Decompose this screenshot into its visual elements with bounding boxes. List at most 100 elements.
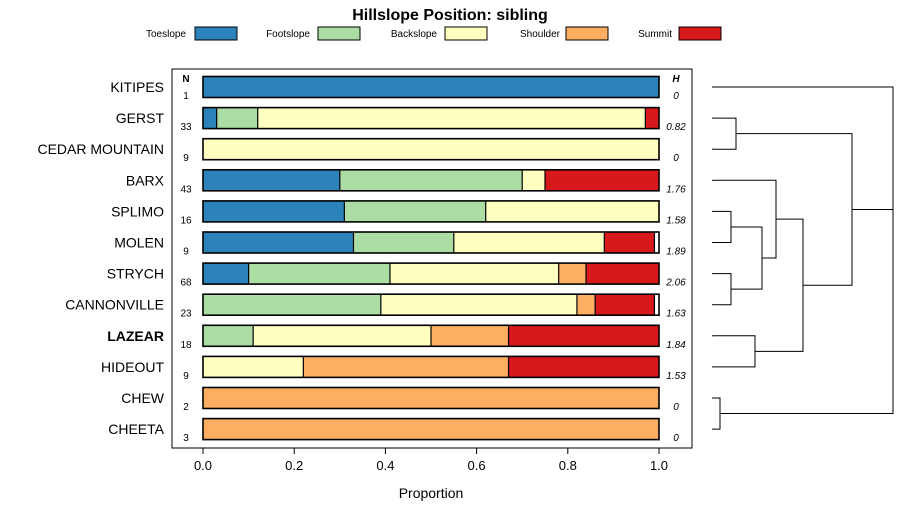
row-label-splimo: SPLIMO bbox=[111, 203, 164, 219]
bar-segment-kitipes-toeslope bbox=[203, 76, 659, 98]
bar-segment-barx-summit bbox=[545, 169, 659, 191]
bar-outline-strych bbox=[202, 262, 660, 285]
dendrogram-link-splimo-molen bbox=[716, 210, 732, 243]
bar-outline-splimo bbox=[202, 200, 660, 223]
dendrogram-link-top-upper bbox=[736, 133, 853, 286]
n-value-molen: 9 bbox=[183, 247, 189, 258]
row-splimo: SPLIMO 16 1.58 bbox=[111, 200, 686, 226]
row-cedar-mountain: CEDAR MOUNTAIN 9 0 bbox=[37, 137, 679, 164]
legend-label-footslope: Footslope bbox=[266, 29, 310, 40]
n-value-chew: 2 bbox=[183, 402, 189, 413]
x-tick-label-2: 0.4 bbox=[376, 458, 394, 473]
row-label-kitipes: KITIPES bbox=[110, 79, 164, 95]
bar-outline-barx bbox=[202, 169, 660, 192]
n-value-lazear: 18 bbox=[180, 340, 192, 351]
h-value-gerst: 0.82 bbox=[666, 122, 686, 133]
x-axis: 0.0 0.2 0.4 0.6 0.8 1.0 bbox=[194, 448, 668, 473]
bar-segment-strych-summit bbox=[586, 263, 659, 285]
chart-title: Hillslope Position: sibling bbox=[352, 7, 548, 24]
row-label-barx: BARX bbox=[126, 172, 165, 188]
bar-segment-molen-footslope bbox=[353, 232, 454, 253]
bar-segment-molen-backslope bbox=[453, 232, 605, 253]
n-value-cedar-mountain: 9 bbox=[183, 153, 189, 164]
bar-segment-molen-toeslope bbox=[203, 232, 354, 253]
legend-swatch-summit bbox=[678, 26, 722, 41]
row-label-molen: MOLEN bbox=[114, 235, 164, 251]
row-kitipes: KITIPES 1 0 bbox=[110, 75, 679, 102]
x-tick-label-5: 1.0 bbox=[650, 458, 668, 473]
x-tick-label-0: 0.0 bbox=[194, 458, 212, 473]
plot-panel-frame bbox=[171, 68, 693, 449]
n-value-hideout: 9 bbox=[183, 371, 189, 382]
row-label-chew: CHEW bbox=[121, 390, 165, 406]
dendrogram bbox=[712, 86, 894, 430]
bar-segment-cannonville-shoulder bbox=[576, 294, 596, 316]
row-hideout: HIDEOUT 9 1.53 bbox=[101, 355, 686, 382]
x-axis-title: Proportion bbox=[399, 485, 464, 501]
h-value-cedar-mountain: 0 bbox=[673, 153, 679, 164]
bar-segment-gerst-toeslope bbox=[203, 107, 217, 129]
dendrogram-link-kitipes-group bbox=[716, 86, 894, 210]
bar-segment-strych-backslope bbox=[389, 263, 559, 285]
n-value-barx: 43 bbox=[180, 184, 192, 195]
legend-swatch-shoulder bbox=[565, 26, 609, 41]
legend-label-backslope: Backslope bbox=[391, 29, 438, 40]
bar-outline-chew bbox=[202, 386, 660, 410]
bar-segment-lazear-backslope bbox=[253, 325, 431, 347]
bar-segment-splimo-footslope bbox=[344, 200, 486, 222]
bar-segment-cannonville-backslope bbox=[380, 294, 577, 316]
bar-outline-cedar-mountain bbox=[202, 137, 660, 161]
h-value-hideout: 1.53 bbox=[666, 371, 686, 382]
row-cheeta: CHEETA 3 0 bbox=[108, 417, 679, 444]
row-label-strych: STRYCH bbox=[107, 266, 164, 282]
bar-segment-cheeta-shoulder bbox=[203, 418, 659, 440]
bar-segment-barx-backslope bbox=[522, 169, 545, 191]
bar-segment-hideout-shoulder bbox=[303, 356, 509, 378]
bar-segment-hideout-summit bbox=[508, 356, 659, 378]
bar-segment-gerst-backslope bbox=[257, 107, 646, 129]
h-value-splimo: 1.58 bbox=[666, 215, 686, 226]
legend-swatch-backslope bbox=[444, 26, 488, 41]
bar-segment-strych-footslope bbox=[248, 263, 390, 285]
row-label-lazear: LAZEAR bbox=[107, 328, 164, 344]
h-value-kitipes: 0 bbox=[673, 91, 679, 102]
n-value-cannonville: 23 bbox=[180, 309, 192, 320]
row-chew: CHEW 2 0 bbox=[121, 386, 679, 413]
legend: Toeslope Footslope Backslope Shoulder Summit bbox=[146, 26, 722, 41]
dendrogram-link-root bbox=[720, 148, 894, 415]
bar-outline-hideout bbox=[202, 355, 660, 379]
row-label-cedar-mountain: CEDAR MOUNTAIN bbox=[37, 141, 164, 157]
bar-segment-molen-summit bbox=[604, 232, 655, 253]
legend-swatch-footslope bbox=[317, 26, 361, 41]
row-lazear: LAZEAR 18 1.84 bbox=[107, 324, 686, 351]
n-value-gerst: 33 bbox=[180, 122, 192, 133]
h-value-strych: 2.06 bbox=[665, 278, 686, 289]
legend-swatch-toeslope bbox=[194, 26, 238, 41]
row-gerst: GERST 33 0.82 bbox=[116, 106, 686, 133]
bar-segment-splimo-backslope bbox=[485, 200, 659, 222]
h-value-chew: 0 bbox=[673, 402, 679, 413]
bar-segment-barx-footslope bbox=[339, 169, 523, 191]
bar-segment-lazear-footslope bbox=[203, 325, 254, 347]
n-value-kitipes: 1 bbox=[183, 91, 189, 102]
x-tick-label-3: 0.6 bbox=[468, 458, 486, 473]
chart-rows: KITIPES 1 0 GERST 33 0.82 CEDAR MOUNTAIN 9 0 BARX… bbox=[37, 75, 686, 444]
dendrogram-link-sm-sc bbox=[731, 226, 763, 290]
h-value-barx: 1.76 bbox=[666, 184, 686, 195]
dendrogram-link-lazear-hideout bbox=[716, 335, 756, 368]
dendrogram-link-chew-cheeta bbox=[716, 397, 721, 430]
bar-outline-cheeta bbox=[202, 417, 660, 441]
n-value-strych: 68 bbox=[180, 278, 192, 289]
row-label-cannonville: CANNONVILLE bbox=[65, 297, 164, 313]
h-value-lazear: 1.84 bbox=[666, 340, 686, 351]
row-cannonville: CANNONVILLE 23 1.63 bbox=[65, 293, 686, 320]
n-column-header: N bbox=[182, 74, 189, 85]
bar-segment-barx-toeslope bbox=[203, 169, 340, 191]
bar-outline-molen bbox=[202, 231, 660, 254]
row-label-cheeta: CHEETA bbox=[108, 421, 164, 437]
bar-outline-gerst bbox=[202, 106, 660, 130]
row-strych: STRYCH 68 2.06 bbox=[107, 262, 686, 289]
h-value-cannonville: 1.63 bbox=[666, 309, 686, 320]
dendrogram-link-gerst-cedar bbox=[716, 117, 737, 150]
